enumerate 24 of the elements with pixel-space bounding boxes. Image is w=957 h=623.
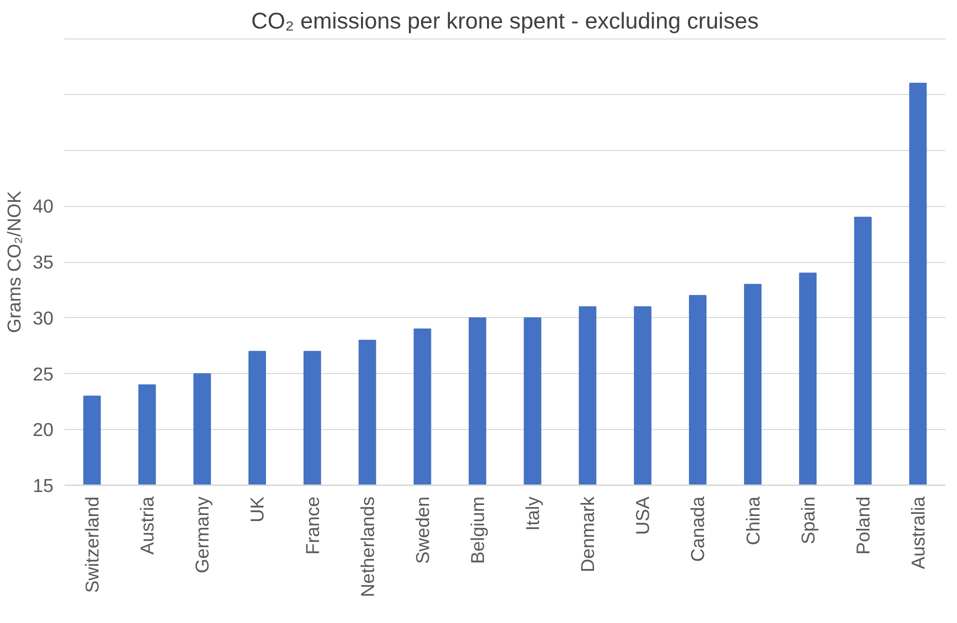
x-tick-label: Germany (192, 496, 213, 574)
chart-title: CO₂ emissions per krone spent - excluding cruises (251, 8, 759, 34)
y-tick-label: 30 (32, 307, 54, 328)
x-tick-label: USA (632, 496, 654, 535)
x-tick-label: Belgium (466, 496, 488, 564)
y-axis-title: Grams CO₂/NOK (4, 190, 25, 333)
x-tick-label: UK (246, 496, 268, 522)
x-tick-label: Austria (136, 496, 158, 555)
x-tick-label: France (302, 496, 323, 555)
x-tick-label: Switzerland (82, 496, 103, 593)
x-tick-label: Canada (687, 496, 708, 562)
x-tick-label: Sweden (412, 496, 433, 564)
x-tick-label: Spain (797, 496, 818, 544)
x-tick-label: China (742, 496, 764, 546)
y-tick-label: 25 (32, 363, 54, 384)
x-tick-label: Poland (852, 496, 874, 555)
y-tick-label: 40 (32, 196, 54, 217)
x-tick-label: Denmark (577, 496, 598, 572)
y-tick-label: 20 (32, 419, 54, 440)
y-tick-label: 35 (32, 252, 54, 272)
x-tick-label: Italy (522, 496, 544, 531)
y-tick-label: 15 (32, 475, 54, 496)
x-tick-label: Australia (907, 496, 928, 570)
x-tick-label: Netherlands (356, 496, 378, 598)
